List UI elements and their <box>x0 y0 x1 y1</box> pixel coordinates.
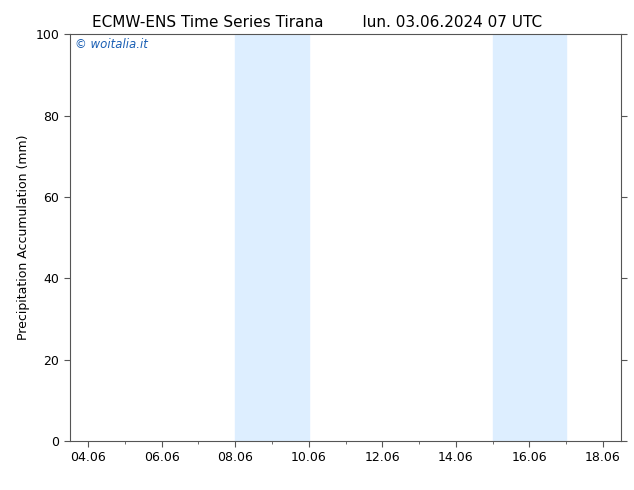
Text: © woitalia.it: © woitalia.it <box>75 38 148 51</box>
Y-axis label: Precipitation Accumulation (mm): Precipitation Accumulation (mm) <box>17 135 30 341</box>
Bar <box>493 34 566 441</box>
Text: ECMW-ENS Time Series Tirana        lun. 03.06.2024 07 UTC: ECMW-ENS Time Series Tirana lun. 03.06.2… <box>92 15 542 30</box>
Bar <box>235 34 309 441</box>
